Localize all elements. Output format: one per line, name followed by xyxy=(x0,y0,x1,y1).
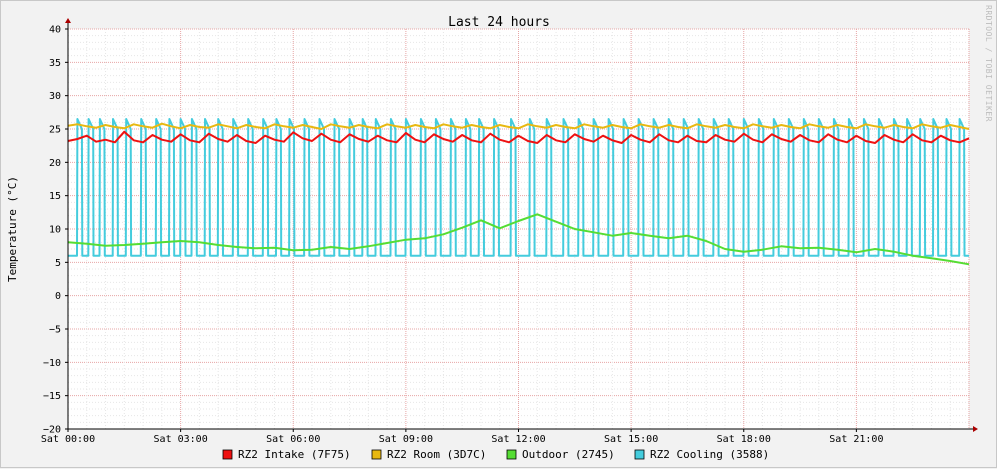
x-tick-label: Sat 09:00 xyxy=(379,434,433,445)
y-tick-label: 40 xyxy=(49,25,61,36)
x-tick-label: Sat 21:00 xyxy=(829,434,883,445)
series-line-1 xyxy=(67,122,970,130)
y-tick-label: −15 xyxy=(43,391,61,402)
x-tick-label: Sat 15:00 xyxy=(604,434,658,445)
y-tick-label: −10 xyxy=(43,358,61,369)
y-tick-labels: 40 35 30 25 20 15 10 5 0 −5 −10 −15 −20 xyxy=(43,25,68,436)
x-tick-label: Sat 03:00 xyxy=(154,434,208,445)
y-tick-label: 20 xyxy=(49,158,61,169)
x-tick-label: Sat 06:00 xyxy=(266,434,320,445)
legend: RZ2 Intake (7F75) RZ2 Room (3D7C) Outdoor … xyxy=(222,448,769,461)
y-axis-label: Temperature (°C) xyxy=(6,176,19,282)
legend-entry-label: Outdoor (2745) xyxy=(522,448,615,461)
y-tick-label: 35 xyxy=(49,58,61,69)
chart-title: Last 24 hours xyxy=(448,15,550,30)
y-tick-label: −20 xyxy=(43,425,61,436)
y-tick-label: 5 xyxy=(55,258,61,269)
y-tick-label: 0 xyxy=(55,291,61,302)
series-line-3 xyxy=(68,118,969,257)
x-tick-label: Sat 00:00 xyxy=(41,434,95,445)
rrdtool-watermark: RRDTOOL / TOBI OETIKER xyxy=(984,5,993,122)
y-tick-label: 15 xyxy=(49,191,61,202)
legend-swatch xyxy=(222,449,233,460)
legend-entry-label: RZ2 Intake (7F75) xyxy=(238,448,351,461)
x-axis-arrow xyxy=(973,426,978,432)
series-line-0 xyxy=(67,130,970,144)
legend-entry-label: RZ2 Room (3D7C) xyxy=(387,448,486,461)
y-tick-label: 30 xyxy=(49,91,61,102)
legend-swatch xyxy=(506,449,517,460)
x-tick-label: Sat 12:00 xyxy=(491,434,545,445)
y-tick-label: 10 xyxy=(49,225,61,236)
x-tick-label: Sat 18:00 xyxy=(717,434,771,445)
series-line-2 xyxy=(67,213,970,266)
legend-swatch xyxy=(634,449,645,460)
legend-swatch xyxy=(371,449,382,460)
legend-entry-label: RZ2 Cooling (3588) xyxy=(650,448,769,461)
series-layer xyxy=(67,118,970,266)
y-tick-label: −5 xyxy=(49,325,61,336)
axes xyxy=(65,18,978,432)
y-axis-arrow xyxy=(65,18,71,23)
x-tick-labels: Sat 00:00 Sat 03:00 Sat 06:00 Sat 09:00 Sat … xyxy=(41,429,883,445)
y-tick-label: 25 xyxy=(49,125,61,136)
